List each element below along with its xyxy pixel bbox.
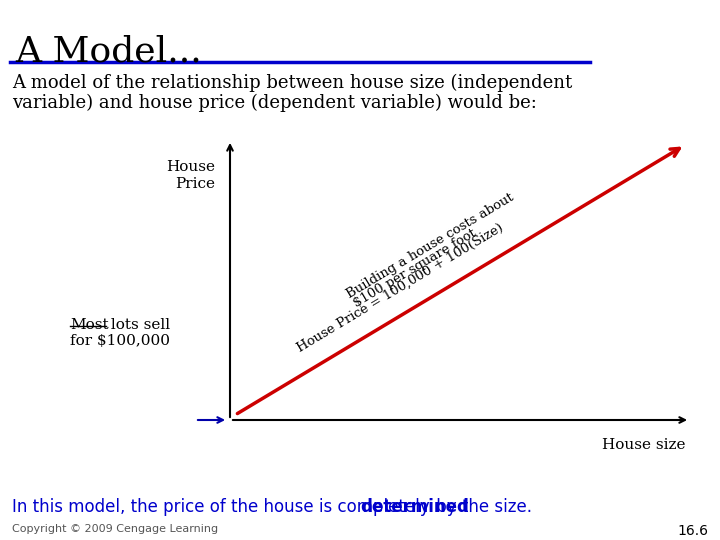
Text: determined: determined xyxy=(361,498,469,516)
Text: lots sell: lots sell xyxy=(106,318,170,332)
Text: A Model...: A Model... xyxy=(15,35,202,69)
Text: Most: Most xyxy=(70,318,109,332)
Text: by the size.: by the size. xyxy=(431,498,532,516)
Text: House Price = 100,000 + 100(Size): House Price = 100,000 + 100(Size) xyxy=(294,221,505,355)
Text: Building a house costs about: Building a house costs about xyxy=(344,191,516,301)
Text: In this model, the price of the house is completely: In this model, the price of the house is… xyxy=(12,498,435,516)
Text: House size: House size xyxy=(601,438,685,452)
Text: House
Price: House Price xyxy=(166,160,215,191)
Text: 16.6: 16.6 xyxy=(677,524,708,538)
Text: variable) and house price (dependent variable) would be:: variable) and house price (dependent var… xyxy=(12,94,537,112)
Text: Copyright © 2009 Cengage Learning: Copyright © 2009 Cengage Learning xyxy=(12,524,218,534)
Text: for $100,000: for $100,000 xyxy=(70,334,170,348)
Text: $100 per square foot: $100 per square foot xyxy=(351,226,479,310)
Text: A model of the relationship between house size (independent: A model of the relationship between hous… xyxy=(12,74,572,92)
